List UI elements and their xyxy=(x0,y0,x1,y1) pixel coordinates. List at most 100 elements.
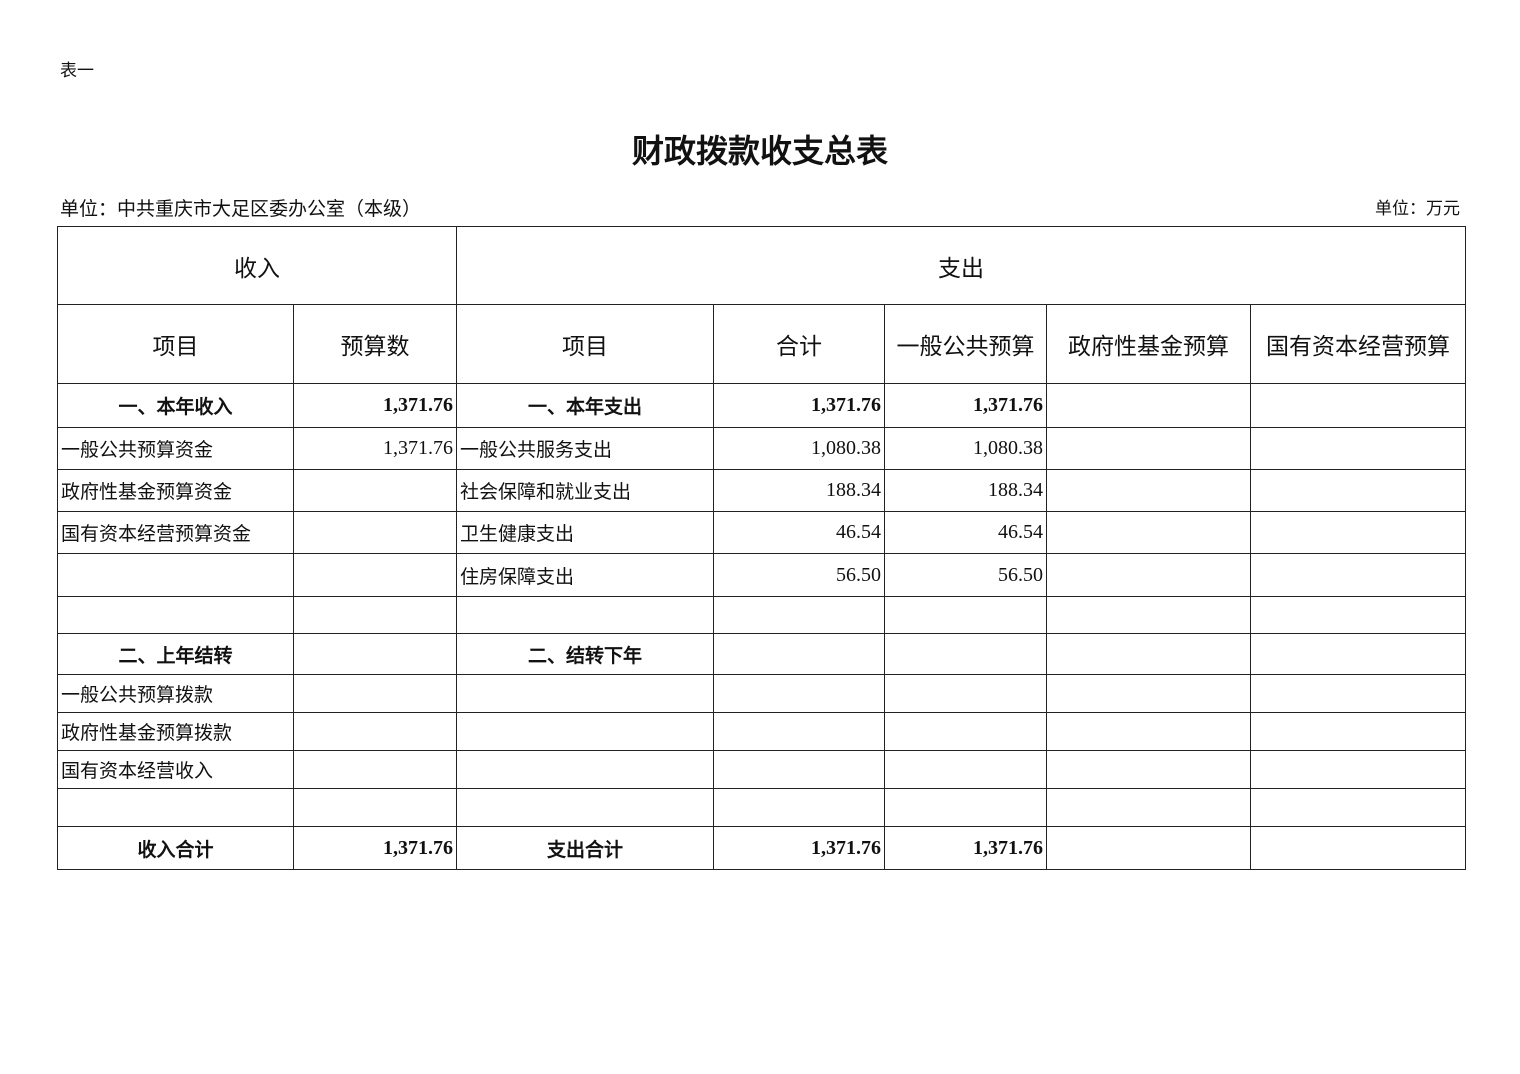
amount-cell xyxy=(293,674,457,713)
amount-cell: 46.54 xyxy=(884,511,1047,554)
amount-cell xyxy=(713,712,885,751)
col-header: 国有资本经营预算 xyxy=(1249,304,1467,384)
unit-currency: 单位：万元 xyxy=(1375,199,1460,219)
amount-cell: 1,371.76 xyxy=(884,383,1047,428)
item-cell xyxy=(57,596,294,634)
item-cell: 社会保障和就业支出 xyxy=(456,469,714,512)
amount-cell xyxy=(1249,383,1467,428)
amount-cell xyxy=(1249,427,1467,470)
amount-cell xyxy=(293,633,457,675)
amount-cell xyxy=(1046,511,1251,554)
col-header: 项目 xyxy=(456,304,714,384)
amount-cell: 56.50 xyxy=(884,553,1047,597)
amount-cell: 1,371.76 xyxy=(713,826,885,870)
amount-cell xyxy=(293,553,457,597)
income-header: 收入 xyxy=(57,226,457,305)
amount-cell xyxy=(884,596,1047,634)
column-header-row: 项目 预算数 项目 合计 一般公共预算 政府性基金预算 国有资本经营预算 xyxy=(57,304,1467,384)
page-title: 财政拨款收支总表 xyxy=(631,132,888,170)
amount-cell xyxy=(1249,469,1467,512)
col-header: 合计 xyxy=(713,304,885,384)
table-row: 一、本年收入 1,371.76 一、本年支出 1,371.76 1,371.76 xyxy=(57,383,1467,428)
expense-header: 支出 xyxy=(455,226,1467,305)
amount-cell: 56.50 xyxy=(713,553,885,597)
item-cell: 政府性基金预算拨款 xyxy=(57,712,294,751)
table-number: 表一 xyxy=(60,61,94,81)
amount-cell xyxy=(293,511,457,554)
amount-cell xyxy=(713,596,885,634)
item-cell xyxy=(456,712,714,751)
item-cell: 二、结转下年 xyxy=(456,633,714,675)
table-row: 政府性基金预算拨款 xyxy=(57,712,1467,751)
table-row: 国有资本经营收入 xyxy=(57,750,1467,789)
item-cell: 一般公共预算资金 xyxy=(57,427,294,470)
col-header: 项目 xyxy=(57,304,294,384)
amount-cell xyxy=(1046,469,1251,512)
amount-cell xyxy=(1046,633,1251,675)
table-row xyxy=(57,596,1467,634)
amount-cell xyxy=(713,674,885,713)
amount-cell xyxy=(1249,596,1467,634)
amount-cell: 1,371.76 xyxy=(293,383,457,428)
amount-cell xyxy=(1046,383,1251,428)
item-cell: 住房保障支出 xyxy=(456,553,714,597)
amount-cell xyxy=(293,712,457,751)
item-cell: 一般公共服务支出 xyxy=(456,427,714,470)
amount-cell xyxy=(1249,712,1467,751)
item-cell: 一般公共预算拨款 xyxy=(57,674,294,713)
item-cell xyxy=(57,788,294,827)
amount-cell xyxy=(884,750,1047,789)
col-header: 预算数 xyxy=(293,304,457,384)
table-row: 国有资本经营预算资金 卫生健康支出 46.54 46.54 xyxy=(57,511,1467,554)
amount-cell: 46.54 xyxy=(713,511,885,554)
item-cell: 收入合计 xyxy=(57,826,294,870)
amount-cell xyxy=(1249,633,1467,675)
col-header: 政府性基金预算 xyxy=(1046,304,1251,384)
amount-cell xyxy=(713,750,885,789)
amount-cell: 1,080.38 xyxy=(884,427,1047,470)
table-row: 一般公共预算拨款 xyxy=(57,674,1467,713)
item-cell: 二、上年结转 xyxy=(57,633,294,675)
amount-cell xyxy=(1046,826,1251,870)
amount-cell xyxy=(713,633,885,675)
amount-cell xyxy=(1249,788,1467,827)
amount-cell xyxy=(1046,553,1251,597)
amount-cell xyxy=(293,788,457,827)
amount-cell: 1,371.76 xyxy=(713,383,885,428)
amount-cell xyxy=(293,750,457,789)
amount-cell: 1,371.76 xyxy=(293,826,457,870)
amount-cell: 1,080.38 xyxy=(713,427,885,470)
item-cell xyxy=(456,674,714,713)
amount-cell xyxy=(1046,750,1251,789)
table-row xyxy=(57,788,1467,827)
amount-cell xyxy=(884,788,1047,827)
amount-cell xyxy=(1249,674,1467,713)
table-row: 收入合计 1,371.76 支出合计 1,371.76 1,371.76 xyxy=(57,826,1467,870)
table-row: 一般公共预算资金 1,371.76 一般公共服务支出 1,080.38 1,080.38 xyxy=(57,427,1467,470)
amount-cell xyxy=(1249,750,1467,789)
amount-cell xyxy=(1046,427,1251,470)
amount-cell xyxy=(293,469,457,512)
item-cell xyxy=(456,750,714,789)
item-cell: 国有资本经营收入 xyxy=(57,750,294,789)
amount-cell: 188.34 xyxy=(713,469,885,512)
amount-cell xyxy=(713,788,885,827)
table-row: 住房保障支出 56.50 56.50 xyxy=(57,553,1467,597)
amount-cell xyxy=(1249,553,1467,597)
amount-cell xyxy=(1046,596,1251,634)
item-cell: 一、本年收入 xyxy=(57,383,294,428)
unit-organization: 单位：中共重庆市大足区委办公室（本级） xyxy=(60,198,422,220)
header-group-row: 收入 支出 xyxy=(57,226,1467,305)
amount-cell xyxy=(1249,826,1467,870)
amount-cell xyxy=(1046,674,1251,713)
amount-cell xyxy=(1249,511,1467,554)
amount-cell: 1,371.76 xyxy=(884,826,1047,870)
item-cell: 卫生健康支出 xyxy=(456,511,714,554)
amount-cell xyxy=(884,712,1047,751)
amount-cell xyxy=(1046,788,1251,827)
amount-cell xyxy=(884,674,1047,713)
amount-cell: 188.34 xyxy=(884,469,1047,512)
item-cell: 支出合计 xyxy=(456,826,714,870)
item-cell: 一、本年支出 xyxy=(456,383,714,428)
table-row: 二、上年结转 二、结转下年 xyxy=(57,633,1467,675)
